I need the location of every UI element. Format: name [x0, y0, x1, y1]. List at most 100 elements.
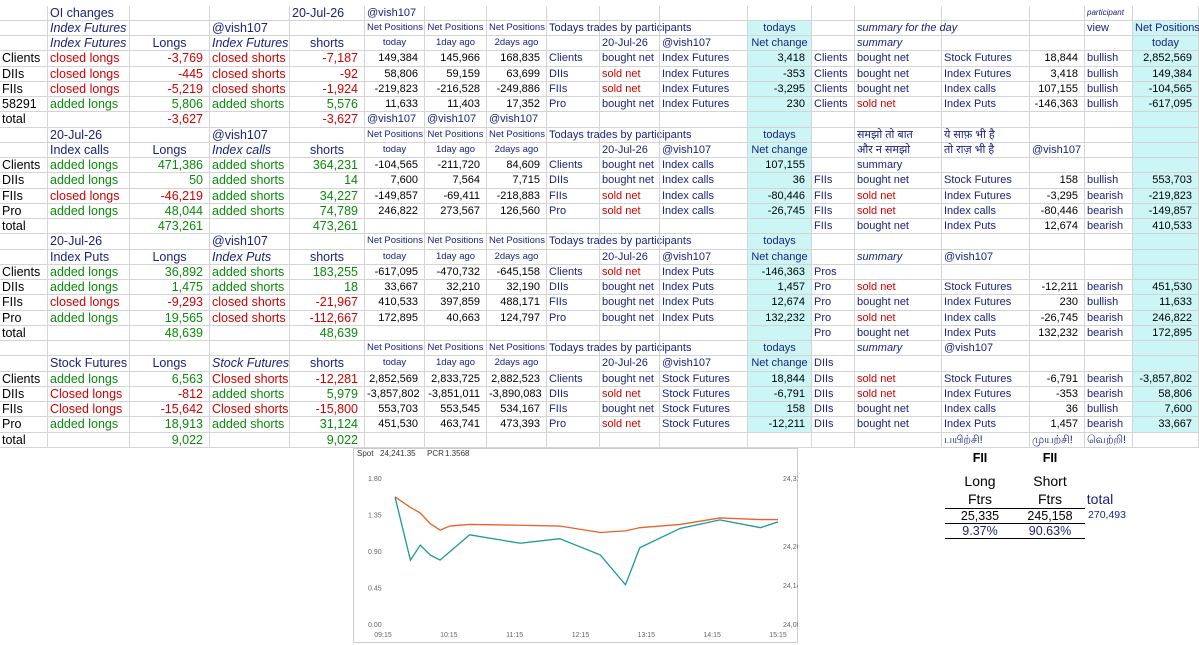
cell — [0, 356, 48, 372]
cell: 31,124 — [290, 417, 365, 433]
cell: Pro — [547, 203, 600, 219]
cell: Index Futures — [210, 36, 290, 52]
cell — [210, 219, 290, 235]
cell: 11,633 — [365, 97, 425, 113]
cell: Net Positions — [1133, 20, 1199, 36]
cell: समझो तो बात — [855, 127, 942, 143]
cell: 7,600 — [1133, 402, 1199, 418]
cell: Closed longs — [48, 402, 130, 418]
cell: 172,895 — [365, 310, 425, 326]
cell: added longs — [48, 264, 130, 280]
cell: added longs — [48, 371, 130, 387]
cell — [1030, 36, 1085, 52]
cell: 471,386 — [130, 158, 210, 174]
cell: DIIs — [547, 173, 600, 189]
cell — [1085, 36, 1133, 52]
cell: -812 — [130, 386, 210, 402]
cell: -219,823 — [1133, 188, 1199, 204]
cell: added shorts — [210, 188, 290, 204]
cell: 1day ago — [425, 142, 487, 158]
cell: -9,293 — [130, 295, 210, 311]
cell: 1day ago — [425, 356, 487, 372]
cell — [600, 341, 660, 357]
cell — [812, 20, 855, 36]
cell: participant — [1085, 5, 1133, 21]
cell: shorts — [290, 142, 365, 158]
cell: 18,844 — [748, 371, 812, 387]
cell: 36 — [748, 173, 812, 189]
cell: Index Puts — [660, 295, 748, 311]
cell: -26,745 — [1030, 310, 1085, 326]
cell: todays — [748, 341, 812, 357]
cell: bought net — [855, 51, 942, 67]
cell: 5,806 — [130, 97, 210, 113]
cell: 12,674 — [748, 295, 812, 311]
cell: 5,576 — [290, 97, 365, 113]
cell — [290, 127, 365, 143]
cell: bought net — [855, 219, 942, 235]
cell: -216,528 — [425, 81, 487, 97]
cell: sold net — [855, 97, 942, 113]
cell: closed longs — [48, 295, 130, 311]
cell: -3,890,083 — [487, 386, 547, 402]
cell: Net Positions — [487, 20, 547, 36]
cell — [942, 158, 1030, 174]
cell — [365, 219, 425, 235]
cell: DIIs — [0, 386, 48, 402]
cell — [547, 112, 600, 128]
cell — [1133, 5, 1199, 21]
cell: Stock Futures — [660, 386, 748, 402]
cell: bought net — [600, 371, 660, 387]
cell — [942, 264, 1030, 280]
cell: -3,857,802 — [365, 386, 425, 402]
cell — [942, 20, 1030, 36]
cell: today — [365, 356, 425, 372]
cell: 63,699 — [487, 66, 547, 82]
cell: Pro — [812, 325, 855, 341]
fii-total-label: total — [1086, 491, 1114, 507]
cell — [660, 20, 748, 36]
cell — [48, 112, 130, 128]
cell: @vish107 — [942, 341, 1030, 357]
cell — [547, 249, 600, 265]
cell: Index calls — [48, 142, 130, 158]
cell: DIIs — [812, 417, 855, 433]
cell: summary — [855, 36, 942, 52]
cell: bought net — [600, 402, 660, 418]
cell: Clients — [0, 264, 48, 280]
cell: Net Positions — [487, 127, 547, 143]
cell: bullish — [1085, 81, 1133, 97]
cell: Net Positions — [365, 234, 425, 250]
cell: bought net — [600, 310, 660, 326]
cell — [1133, 341, 1199, 357]
cell: 1,475 — [130, 280, 210, 296]
cell: Index calls — [942, 203, 1030, 219]
cell: Stock Futures — [942, 51, 1030, 67]
cell — [290, 20, 365, 36]
cell: -21,967 — [290, 295, 365, 311]
cell: today — [1133, 36, 1199, 52]
cell: 230 — [748, 97, 812, 113]
cell: FIIs — [0, 188, 48, 204]
cell: Longs — [130, 142, 210, 158]
x-tick-label: 15:15 — [769, 632, 787, 639]
cell: Pro — [0, 417, 48, 433]
cell: Net change — [748, 36, 812, 52]
cell — [855, 264, 942, 280]
cell: 553,703 — [1133, 173, 1199, 189]
cell: Net Positions — [425, 341, 487, 357]
y-tick-label: 0.00 — [368, 622, 382, 629]
cell: Index calls — [942, 81, 1030, 97]
cell: 7,600 — [365, 173, 425, 189]
series-line — [394, 496, 778, 534]
cell: Index Futures — [660, 66, 748, 82]
cell: Stock Futures — [942, 173, 1030, 189]
cell — [210, 325, 290, 341]
cell: summary — [855, 249, 942, 265]
cell: closed longs — [48, 188, 130, 204]
cell: sold net — [600, 203, 660, 219]
cell: closed shorts — [210, 66, 290, 82]
cell: 5,979 — [290, 386, 365, 402]
cell: 48,639 — [130, 325, 210, 341]
cell: -104,565 — [365, 158, 425, 174]
